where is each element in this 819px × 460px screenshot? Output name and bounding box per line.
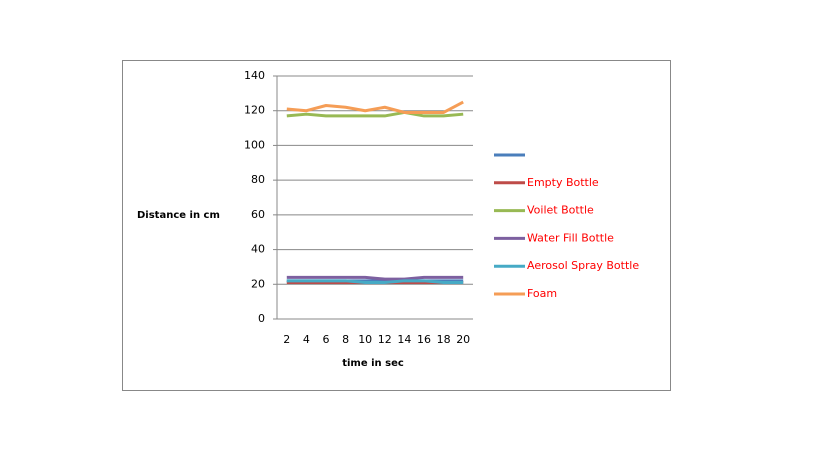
legend-label: Water Fill Bottle [527,231,614,244]
series-line [286,275,464,281]
x-tick-label: 4 [303,333,310,346]
y-tick-label: 120 [244,104,265,117]
y-tick-label: 80 [251,173,265,186]
x-tick-label: 10 [358,333,372,346]
legend-label: Foam [527,287,557,300]
x-tick-label: 12 [378,333,392,346]
x-tick-label: 18 [437,333,451,346]
y-tick-label: 40 [251,243,265,256]
x-tick-label: 14 [397,333,411,346]
legend-label: Voilet Bottle [527,204,594,217]
x-tick-label: 6 [323,333,330,346]
series-line [286,279,464,285]
x-tick-label: 2 [283,333,290,346]
y-axis-title: Distance in cm [137,210,220,221]
x-tick-label: 16 [417,333,431,346]
legend-label: Aerosol Spray Bottle [527,259,639,272]
y-tick-label: 0 [258,312,265,325]
y-tick-label: 60 [251,208,265,221]
x-axis-title: time in sec [342,358,404,369]
y-tick-label: 100 [244,138,265,151]
series-line [286,100,464,114]
legend-label: Empty Bottle [527,176,599,189]
x-tick-label: 8 [342,333,349,346]
series-line [286,110,464,118]
x-tick-label: 20 [456,333,470,346]
chart-frame [122,60,671,391]
y-tick-label: 20 [251,277,265,290]
y-tick-label: 140 [244,69,265,82]
